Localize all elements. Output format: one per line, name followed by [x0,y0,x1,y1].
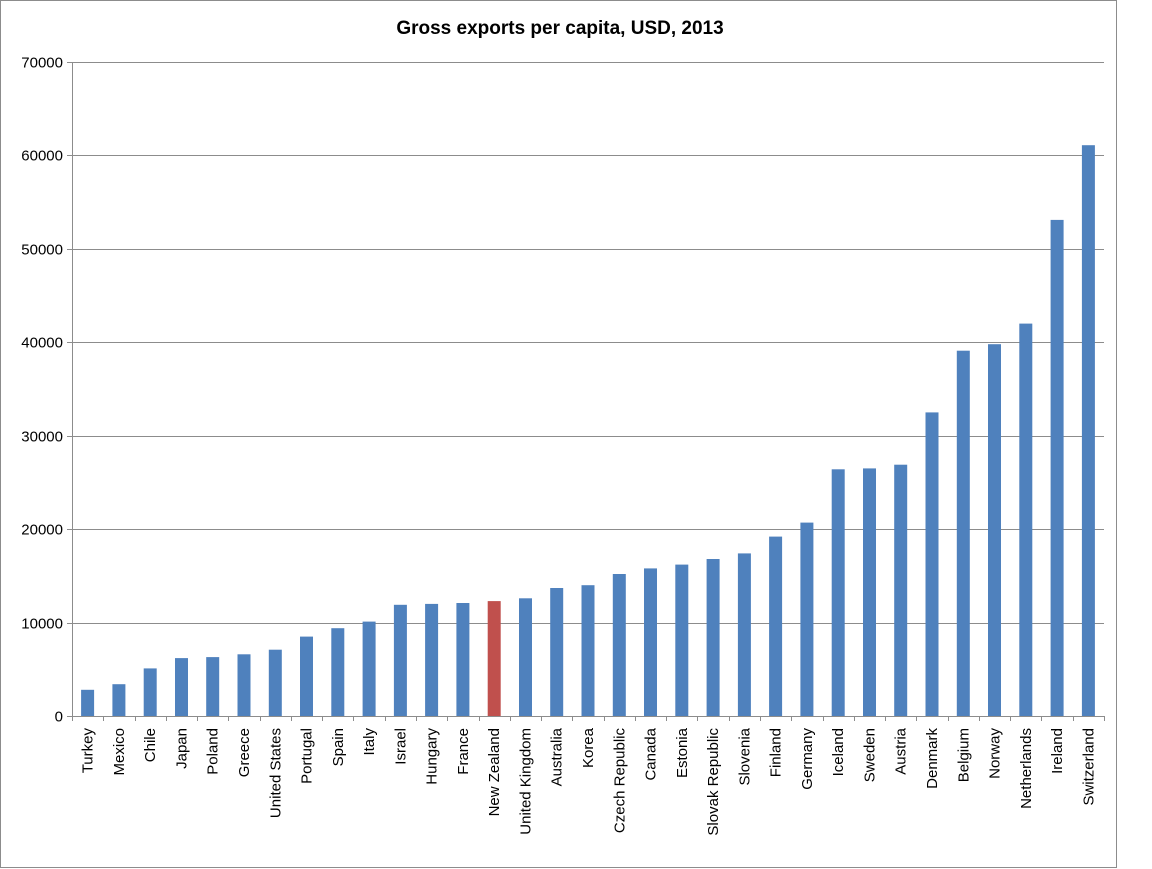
x-category-label: Switzerland [1080,728,1097,806]
bar-united-states [268,649,282,716]
x-category-label: Italy [361,728,378,756]
x-category-label: Chile [142,728,159,762]
bar-ireland [1050,219,1064,716]
x-category-label: Germany [799,728,816,790]
bar-switzerland [1081,145,1095,716]
y-tick-labels: 0 10000 20000 30000 40000 50000 60000 70000 [21,55,63,726]
x-category-label: Poland [205,728,222,775]
x-category-label: Denmark [924,728,941,789]
y-tick-label: 40000 [21,335,63,352]
y-tick-label: 70000 [21,55,63,72]
bar-australia [550,588,564,716]
bar-iceland [831,469,845,716]
bar-austria [894,464,908,716]
bar-finland [769,536,783,716]
bar-hungary [425,603,439,716]
bar-sweden [863,468,876,716]
bar-slovak-republic [706,559,720,716]
bar-portugal [300,636,313,716]
x-category-label: Ireland [1049,728,1066,774]
gridlines [72,62,1104,624]
x-category-label: Finland [768,728,785,777]
bar-united-kingdom [519,598,532,716]
bar-israel [393,604,407,716]
y-tick-label: 20000 [21,522,63,539]
x-category-label: Austria [893,727,910,774]
bar-turkey [81,689,95,716]
x-category-label: Belgium [955,728,972,782]
x-category-label: New Zealand [486,728,503,816]
x-category-label: France [455,728,472,775]
bar-france [456,603,470,716]
x-category-label: Greece [236,728,253,777]
bar-norway [988,344,1001,716]
bar-denmark [925,412,939,716]
bar-czech-republic [612,574,626,716]
bar-germany [800,522,814,716]
bar-chart: Gross exports per capita, USD, 2013 0 100… [21,18,1105,836]
y-tick-label: 10000 [21,616,63,633]
bar-belgium [956,350,970,716]
x-category-label: Israel [392,728,409,765]
x-category-label: United Kingdom [517,728,534,835]
bar-canada [644,568,657,716]
bar-italy [362,621,376,716]
bar-poland [206,657,220,716]
axes [67,62,1105,721]
bar-greece [237,654,251,716]
x-category-label: Czech Republic [611,728,628,834]
bar-netherlands [1019,323,1033,716]
x-category-label: Spain [330,728,347,766]
y-tick-label: 30000 [21,429,63,446]
bar-spain [331,628,345,716]
bar-new-zealand [487,601,501,716]
bar-estonia [675,564,689,716]
x-category-label: Canada [643,727,660,780]
x-category-label: Norway [987,728,1004,779]
y-tick-label: 50000 [21,242,63,259]
bar-korea [581,585,595,716]
bar-mexico [112,684,126,716]
bar-japan [175,658,188,716]
y-tick-label: 60000 [21,148,63,165]
x-category-label: United States [267,728,284,818]
x-category-label: Korea [580,727,597,768]
chart-area: Gross exports per capita, USD, 2013 0 100… [0,0,1117,868]
x-category-label: Estonia [674,727,691,778]
x-category-labels: Turkey Mexico Chile Japan Poland Greece United… [80,727,1098,835]
bars [81,145,1095,716]
x-category-label: Sweden [861,728,878,782]
x-category-label: Japan [173,728,190,769]
x-category-label: Netherlands [1018,728,1035,809]
x-category-label: Slovak Republic [705,728,722,836]
bar-chile [143,668,157,716]
x-category-label: Turkey [80,728,97,774]
bar-slovenia [737,553,751,716]
x-category-label: Iceland [830,728,847,776]
x-category-label: Hungary [424,728,441,785]
chart-title: Gross exports per capita, USD, 2013 [396,18,723,39]
y-tick-label: 0 [55,709,63,726]
x-category-label: Mexico [111,728,128,776]
x-category-label: Australia [549,727,566,786]
x-category-label: Portugal [299,728,316,784]
x-category-label: Slovenia [736,727,753,785]
